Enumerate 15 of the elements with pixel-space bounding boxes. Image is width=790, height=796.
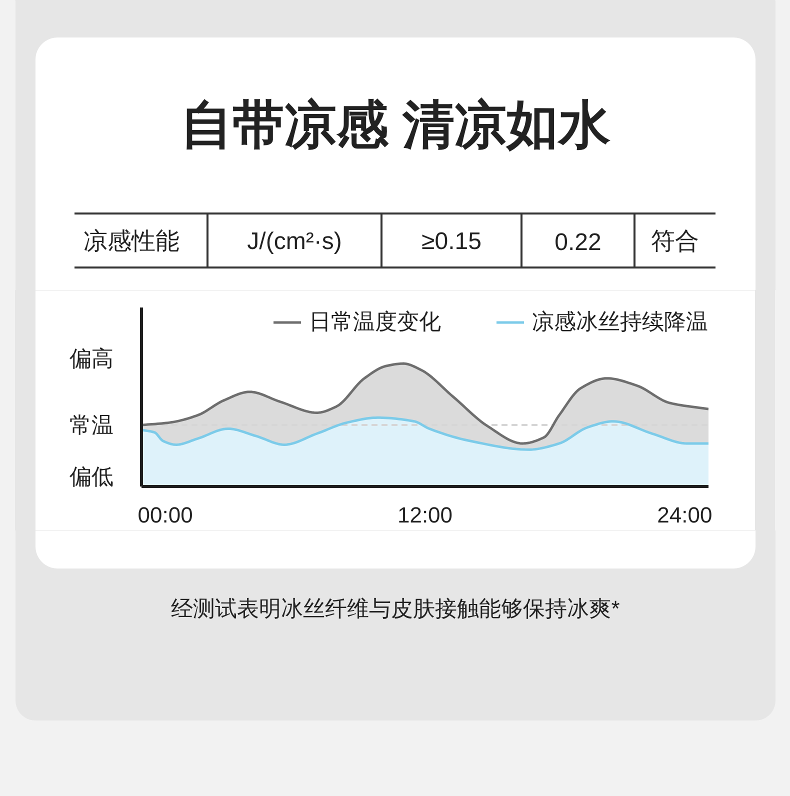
text: 偏低 xyxy=(70,464,114,490)
text: ≥0.15 xyxy=(422,228,482,255)
x-tick-label: 24:00 xyxy=(657,502,712,528)
x-tick-label: 00:00 xyxy=(138,502,193,528)
text: 经测试表明冰丝纤维与皮肤接触能够保持冰爽* xyxy=(171,596,620,621)
legend-label: 凉感冰丝持续降温 xyxy=(532,308,708,336)
text: 凉感性能 xyxy=(84,228,180,255)
text: 0.22 xyxy=(554,229,602,256)
text: J/(cm²·s) xyxy=(247,228,342,255)
text: 符合 xyxy=(651,228,699,255)
text: 自带凉感 清凉如水 xyxy=(180,96,611,154)
text: 偏高 xyxy=(70,346,114,372)
x-tick-label: 12:00 xyxy=(397,502,453,528)
legend-label: 日常温度变化 xyxy=(309,308,441,336)
ref-line-label: 常温 xyxy=(70,412,114,438)
